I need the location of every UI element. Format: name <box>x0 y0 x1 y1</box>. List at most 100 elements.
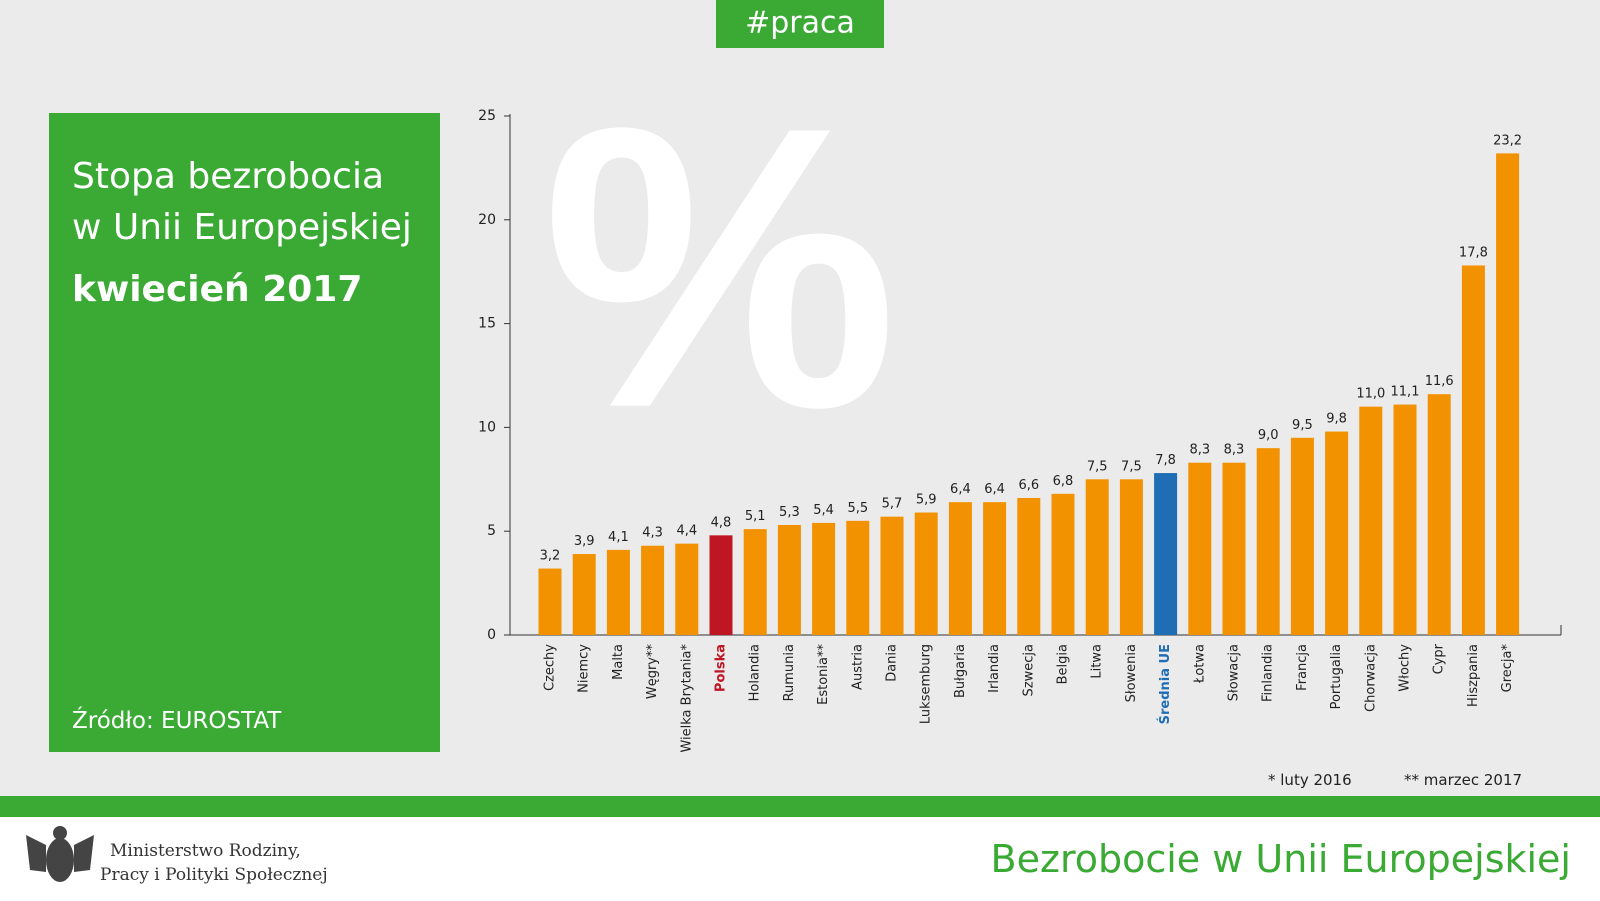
x-tick-label: Portugalia <box>1329 644 1344 709</box>
value-label: 5,9 <box>916 493 937 508</box>
ministry-name: Pracy i Polityki Społecznej <box>100 865 328 885</box>
value-label: 7,5 <box>1121 459 1142 474</box>
value-label: 9,0 <box>1258 428 1279 443</box>
x-tick-label: Niemcy <box>577 644 592 693</box>
tag-box <box>716 0 884 48</box>
bar <box>983 502 1007 635</box>
ministry-name: Ministerstwo Rodziny, <box>110 841 301 861</box>
value-label: 4,4 <box>676 524 697 539</box>
footnote: * luty 2016 <box>1268 771 1352 789</box>
bar <box>1085 479 1109 635</box>
x-tick-label: Rumunia <box>782 644 797 701</box>
x-tick-label: Irlandia <box>987 644 1002 693</box>
bar <box>948 502 972 635</box>
value-label: 4,1 <box>608 530 629 545</box>
bar <box>709 535 733 635</box>
y-tick-label: 25 <box>478 108 496 124</box>
bar <box>538 568 562 635</box>
x-tick-label: Polska <box>714 644 729 692</box>
y-tick-label: 5 <box>487 523 496 539</box>
chart: 0 5 10 15 20 25 3,2 Czechy 3,9 Niemcy 4,1 Malta 4,3 W… <box>478 108 1562 753</box>
bar <box>914 512 938 635</box>
panel-title: Stopa bezrobocia <box>72 156 384 197</box>
value-label: 7,5 <box>1087 459 1108 474</box>
bar <box>846 520 870 635</box>
value-label: 4,8 <box>711 515 732 530</box>
x-tick-label: Słowacja <box>1227 644 1242 701</box>
bar <box>1325 431 1349 635</box>
x-tick-label: Austria <box>850 644 865 690</box>
emblem <box>26 826 94 882</box>
bar <box>1290 437 1314 635</box>
footnote: ** marzec 2017 <box>1404 771 1522 789</box>
panel <box>49 113 440 752</box>
y-tick-label: 15 <box>478 316 496 332</box>
x-tick-label: Słowenia <box>1124 644 1139 702</box>
green-band <box>0 796 1600 817</box>
x-tick-label: Wielka Brytania* <box>679 644 694 753</box>
x-tick-label: Malta <box>611 644 626 680</box>
x-tick-label: Holandia <box>748 644 763 701</box>
value-label: 5,7 <box>882 497 903 512</box>
bar <box>1461 265 1485 635</box>
value-label: 3,2 <box>540 549 561 564</box>
x-tick-label: Łotwa <box>1192 644 1207 684</box>
value-label: 6,6 <box>1018 478 1039 493</box>
value-label: 3,9 <box>574 534 595 549</box>
bar <box>812 522 836 635</box>
bar <box>572 554 596 635</box>
x-tick-label: Chorwacja <box>1363 644 1378 712</box>
bar <box>1188 462 1212 635</box>
value-label: 11,1 <box>1391 385 1420 400</box>
x-tick-label: Francja <box>1295 644 1310 691</box>
x-tick-label: Luksemburg <box>919 644 934 724</box>
x-tick-label: Finlandia <box>1261 644 1276 702</box>
bar <box>1393 404 1417 635</box>
x-tick-label: Dania <box>885 644 900 682</box>
x-tick-label: Węgry** <box>645 644 660 700</box>
x-tick-label: Średnia UE <box>1157 644 1173 724</box>
x-tick-label: Litwa <box>1090 644 1105 679</box>
value-label: 17,8 <box>1459 245 1488 260</box>
bar <box>1427 394 1451 635</box>
bar <box>880 516 904 635</box>
tag: #praca <box>745 6 855 41</box>
bar <box>1359 406 1383 635</box>
value-label: 4,3 <box>642 526 663 541</box>
bar <box>743 529 767 635</box>
bar <box>1496 153 1520 636</box>
x-tick-label: Estonia** <box>816 644 831 705</box>
value-label: 9,5 <box>1292 418 1313 433</box>
value-label: 5,3 <box>779 505 800 520</box>
watermark: % <box>542 44 898 491</box>
value-label: 23,2 <box>1493 133 1522 148</box>
value-label: 6,4 <box>984 482 1005 497</box>
value-label: 8,3 <box>1189 443 1210 458</box>
x-tick-label: Grecja* <box>1500 644 1515 693</box>
value-label: 11,6 <box>1425 374 1454 389</box>
x-tick-label: Czechy <box>543 644 558 691</box>
bar <box>777 524 801 635</box>
panel-date: kwiecień 2017 <box>72 269 362 310</box>
x-tick-label: Włochy <box>1398 644 1413 692</box>
value-label: 8,3 <box>1224 443 1245 458</box>
x-tick-label: Szwecja <box>1021 644 1036 696</box>
y-tick-label: 0 <box>487 627 496 643</box>
value-label: 9,8 <box>1326 412 1347 427</box>
value-label: 11,0 <box>1356 387 1385 402</box>
bar <box>606 549 630 635</box>
x-tick-label: Bułgaria <box>953 644 968 698</box>
value-label: 6,8 <box>1053 474 1074 489</box>
bar <box>1017 497 1041 635</box>
x-tick-label: Cypr <box>1432 643 1447 674</box>
panel-source: Źródło: EUROSTAT <box>72 706 282 734</box>
value-label: 6,4 <box>950 482 971 497</box>
value-label: 5,4 <box>813 503 834 518</box>
bar <box>1256 448 1280 635</box>
x-tick-label: Hiszpania <box>1466 644 1481 707</box>
footer-title: Bezrobocie w Unii Europejskiej <box>991 837 1571 881</box>
value-label: 7,8 <box>1155 453 1176 468</box>
y-tick-label: 10 <box>478 419 496 435</box>
